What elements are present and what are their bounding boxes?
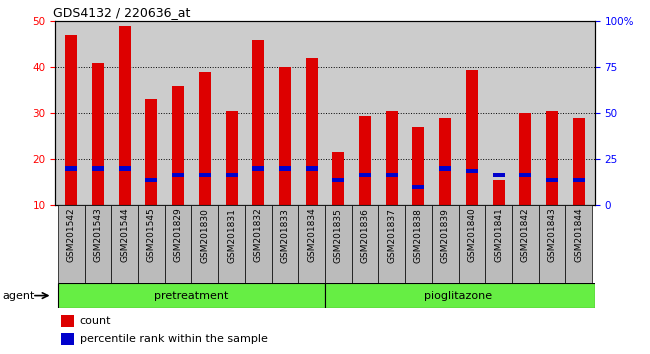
Text: GSM201835: GSM201835: [334, 208, 343, 263]
Bar: [279, 166, 291, 171]
Text: GSM201842: GSM201842: [521, 208, 530, 262]
Bar: [325, 205, 352, 283]
Text: GSM201831: GSM201831: [227, 208, 236, 263]
Bar: [192, 205, 218, 283]
Bar: [84, 205, 111, 283]
Text: GSM201839: GSM201839: [441, 208, 450, 263]
Bar: [111, 205, 138, 283]
Bar: [325, 283, 595, 308]
Bar: [432, 205, 458, 283]
Text: GSM201841: GSM201841: [494, 208, 503, 262]
Text: GDS4132 / 220636_at: GDS4132 / 220636_at: [53, 6, 190, 19]
Text: pioglitazone: pioglitazone: [424, 291, 493, 301]
Text: pretreatment: pretreatment: [154, 291, 229, 301]
Bar: [199, 72, 211, 205]
Text: GSM201837: GSM201837: [387, 208, 396, 263]
Bar: [199, 173, 211, 177]
Bar: [458, 205, 486, 283]
Bar: [466, 69, 478, 205]
Text: GSM201543: GSM201543: [94, 208, 103, 262]
Bar: [60, 315, 74, 327]
Bar: [218, 205, 245, 283]
Bar: [252, 166, 265, 171]
Text: GSM201833: GSM201833: [280, 208, 289, 263]
Bar: [385, 111, 398, 205]
Bar: [332, 152, 345, 205]
Bar: [306, 166, 318, 171]
Bar: [65, 35, 77, 205]
Bar: [546, 178, 558, 182]
Text: GSM201840: GSM201840: [467, 208, 476, 262]
Bar: [466, 169, 478, 173]
Bar: [405, 205, 432, 283]
Bar: [493, 180, 504, 205]
Bar: [519, 173, 531, 177]
Bar: [413, 127, 424, 205]
Text: GSM201844: GSM201844: [574, 208, 583, 262]
Bar: [439, 118, 451, 205]
Bar: [245, 205, 272, 283]
Bar: [352, 205, 378, 283]
Text: count: count: [79, 316, 111, 326]
Bar: [65, 166, 77, 171]
Bar: [298, 205, 325, 283]
Bar: [439, 166, 451, 171]
Text: GSM201836: GSM201836: [361, 208, 370, 263]
Bar: [226, 173, 237, 177]
Bar: [493, 173, 504, 177]
Text: percentile rank within the sample: percentile rank within the sample: [79, 334, 267, 344]
Bar: [539, 205, 566, 283]
Text: GSM201834: GSM201834: [307, 208, 316, 262]
Bar: [226, 111, 237, 205]
Bar: [519, 113, 531, 205]
Text: GSM201542: GSM201542: [67, 208, 76, 262]
Bar: [332, 178, 345, 182]
Bar: [378, 205, 405, 283]
Text: GSM201544: GSM201544: [120, 208, 129, 262]
Bar: [573, 178, 585, 182]
Text: GSM201829: GSM201829: [174, 208, 183, 262]
Bar: [138, 205, 164, 283]
Bar: [306, 58, 318, 205]
Bar: [486, 205, 512, 283]
Bar: [146, 99, 157, 205]
Text: GSM201838: GSM201838: [414, 208, 423, 263]
Bar: [119, 166, 131, 171]
Bar: [359, 115, 371, 205]
Bar: [413, 185, 424, 189]
Bar: [92, 63, 104, 205]
Bar: [272, 205, 298, 283]
Bar: [359, 173, 371, 177]
Bar: [573, 118, 585, 205]
Bar: [60, 333, 74, 345]
Text: GSM201545: GSM201545: [147, 208, 156, 262]
Bar: [58, 283, 325, 308]
Text: agent: agent: [3, 291, 35, 301]
Text: GSM201830: GSM201830: [200, 208, 209, 263]
Bar: [146, 178, 157, 182]
Bar: [172, 86, 184, 205]
Bar: [566, 205, 592, 283]
Bar: [58, 205, 84, 283]
Text: GSM201843: GSM201843: [547, 208, 556, 262]
Bar: [119, 26, 131, 205]
Text: GSM201832: GSM201832: [254, 208, 263, 262]
Bar: [92, 166, 104, 171]
Bar: [164, 205, 192, 283]
Bar: [385, 173, 398, 177]
Bar: [279, 67, 291, 205]
Bar: [172, 173, 184, 177]
Bar: [512, 205, 539, 283]
Bar: [546, 111, 558, 205]
Bar: [252, 40, 265, 205]
